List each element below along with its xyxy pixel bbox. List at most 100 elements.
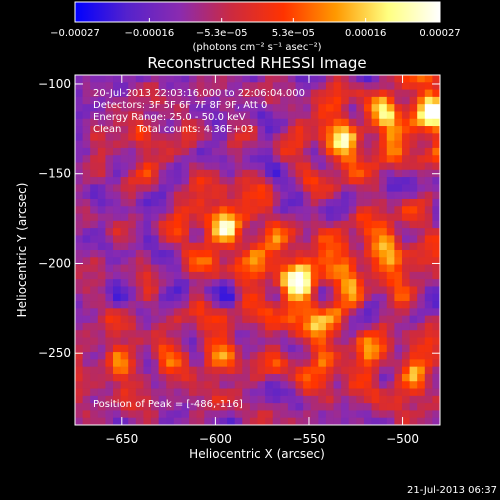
heatmap-pixel [417,301,426,309]
heatmap-pixel [249,228,258,236]
heatmap-pixel [356,191,365,200]
heatmap-pixel [363,395,372,404]
heatmap-pixel [120,315,129,324]
heatmap-pixel [219,177,228,185]
heatmap-pixel [401,257,410,265]
heatmap-pixel [295,162,304,171]
heatmap-pixel [120,395,129,404]
heatmap-pixel [204,118,213,127]
heatmap-pixel [303,403,312,411]
heatmap-pixel [265,381,274,389]
heatmap-pixel [105,352,114,360]
heatmap-pixel [394,220,403,229]
heatmap-pixel [348,330,357,338]
heatmap-pixel [196,162,205,171]
heatmap-pixel [135,322,144,331]
heatmap-pixel [379,104,388,112]
heatmap-pixel [432,330,440,338]
heatmap-pixel [204,301,213,309]
heatmap-pixel [242,308,251,317]
heatmap-pixel [181,242,190,251]
heatmap-pixel [97,147,106,156]
heatmap-pixel [249,206,258,214]
heatmap-pixel [356,155,365,163]
heatmap-pixel [82,155,91,163]
heatmap-pixel [272,191,281,200]
heatmap-pixel [113,235,122,244]
heatmap-pixel [143,126,152,134]
heatmap-pixel [82,322,91,331]
axis-ticks: −650 −600 −550 −500−250−200−150−100 [38,75,440,446]
heatmap-pixel [303,169,312,178]
heatmap-pixel [272,228,281,236]
heatmap-pixel [242,264,251,273]
heatmap-pixel [196,337,205,346]
heatmap-pixel [75,206,83,214]
heatmap-pixel [143,213,152,222]
heatmap-pixel [105,118,114,127]
heatmap-pixel [401,264,410,273]
heatmap-pixel [120,198,129,207]
heatmap-pixel [128,220,137,229]
heatmap-pixel [295,301,304,309]
heatmap-pixel [417,228,426,236]
heatmap-pixel [105,206,114,214]
heatmap-pixel [105,242,114,251]
heatmap-pixel [432,118,440,127]
heatmap-pixel [363,155,372,163]
heatmap-pixel [151,111,160,120]
heatmap-pixel [310,344,319,353]
heatmap-pixel [219,293,228,302]
heatmap-pixel [272,417,281,425]
heatmap-pixel [348,206,357,214]
heatmap-pixel [257,395,266,404]
heatmap-pixel [166,147,175,156]
heatmap-pixel [249,366,258,375]
heatmap-pixel [97,264,106,273]
heatmap-pixel [265,315,274,324]
heatmap-pixel [265,235,274,244]
heatmap-pixel [417,388,426,397]
heatmap-pixel [105,147,114,156]
heatmap-pixel [227,264,236,273]
heatmap-pixel [90,410,99,419]
colorbar-ticks: −0.00027 −0.00016 −5.3e−05 5.3e−05 0.00016 0.… [50,18,461,39]
heatmap-pixel [113,359,122,368]
heatmap-pixel [75,279,83,287]
heatmap-pixel [219,126,228,134]
heatmap-pixel [318,330,327,338]
colorbar-tick-label: 0.00016 [345,28,386,39]
heatmap-pixel [158,169,167,178]
heatmap-pixel [394,315,403,324]
heatmap-pixel [227,242,236,251]
heatmap-pixel [356,403,365,411]
heatmap-pixel [295,359,304,368]
heatmap-pixel [310,89,319,98]
heatmap-pixel [257,177,266,185]
heatmap-pixel [265,388,274,397]
heatmap-pixel [227,228,236,236]
heatmap-pixel [417,191,426,200]
heatmap-pixel [120,286,129,295]
heatmap-pixel [128,359,137,368]
heatmap-pixel [363,250,372,258]
heatmap-pixel [173,417,182,425]
heatmap-pixel [379,381,388,389]
heatmap-pixel [135,155,144,163]
heatmap-pixel [280,89,289,98]
heatmap-pixel [341,220,350,229]
heatmap-pixel [379,206,388,214]
heatmap-pixel [219,257,228,265]
heatmap-pixel [158,220,167,229]
heatmap-pixel [272,381,281,389]
heatmap-pixel [363,133,372,142]
heatmap-pixel [348,235,357,244]
heatmap-pixel [151,184,160,193]
heatmap-pixel [166,228,175,236]
heatmap-pixel [310,104,319,112]
heatmap-pixel [189,417,198,425]
heatmap-pixel [280,155,289,163]
heatmap-pixel [166,82,175,90]
heatmap-pixel [295,403,304,411]
heatmap-pixel [310,330,319,338]
